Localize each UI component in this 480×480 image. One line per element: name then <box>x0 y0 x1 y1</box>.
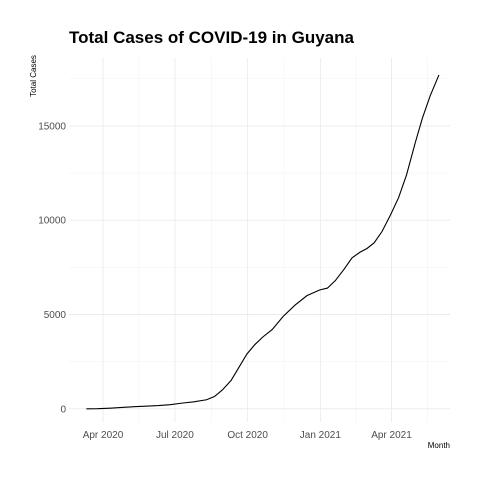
chart-title: Total Cases of COVID-19 in Guyana <box>69 28 355 47</box>
x-tick-label: Oct 2020 <box>227 430 268 441</box>
y-tick-label: 15000 <box>38 121 66 132</box>
gridlines <box>69 58 450 422</box>
y-tick-label: 0 <box>60 404 66 415</box>
y-axis-title: Total Cases <box>29 55 38 97</box>
y-tick-label: 10000 <box>38 216 66 227</box>
series-layer <box>86 74 440 410</box>
x-axis-title: Month <box>428 441 450 450</box>
x-tick-label: Jul 2020 <box>156 430 194 441</box>
total-cases-line <box>86 74 440 410</box>
x-tick-label: Apr 2020 <box>83 430 124 441</box>
tick-labels: 0 5000 10000 15000 Apr 2020 Jul 2020 Oct 2020 J… <box>38 121 412 441</box>
x-tick-label: Apr 2021 <box>371 430 412 441</box>
y-tick-label: 5000 <box>44 310 67 321</box>
x-tick-label: Jan 2021 <box>300 430 342 441</box>
